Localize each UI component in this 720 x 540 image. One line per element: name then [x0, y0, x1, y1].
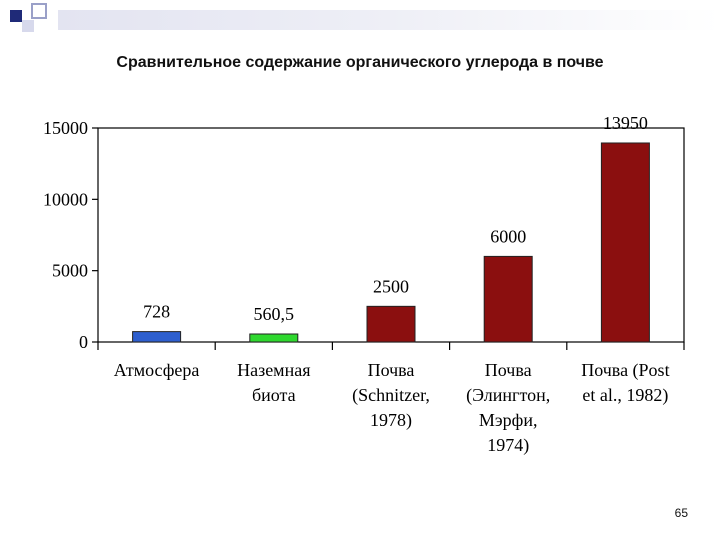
y-tick-label: 15000: [43, 118, 88, 138]
x-tick-label: Наземная: [237, 360, 310, 380]
x-tick-label: (Schnitzer,: [352, 385, 430, 406]
bar: [366, 305, 416, 343]
x-tick-label: (Элингтон,: [466, 385, 550, 406]
page-number: 65: [674, 506, 688, 520]
data-label: 13950: [603, 113, 648, 133]
x-tick-label: Почва: [485, 360, 532, 380]
deco-square-outline: [31, 3, 47, 19]
data-label: 6000: [490, 226, 526, 246]
x-tick-label: 1974): [487, 435, 529, 456]
x-tick-label: Почва (Post: [581, 360, 669, 381]
x-tick-label: биота: [252, 385, 296, 405]
deco-square-navy: [10, 10, 22, 22]
y-tick-label: 5000: [52, 261, 88, 281]
x-tick-label: et al., 1982): [582, 385, 668, 406]
slide-title: Сравнительное содержание органического у…: [116, 54, 604, 71]
y-tick-label: 0: [79, 332, 88, 352]
x-tick-label: 1978): [370, 410, 412, 431]
x-tick-label: Мэрфи,: [479, 410, 538, 430]
bar: [132, 331, 182, 343]
x-tick-label: Почва: [368, 360, 415, 380]
decorative-header-bar: [58, 10, 720, 30]
bar: [483, 255, 533, 343]
data-label: 728: [143, 302, 170, 322]
decorative-squares: [10, 3, 47, 32]
deco-square-light: [22, 20, 34, 32]
bar: [600, 142, 650, 343]
y-tick-label: 10000: [43, 189, 88, 209]
bar: [249, 333, 299, 343]
data-label: 560,5: [254, 304, 295, 324]
x-tick-label: Атмосфера: [114, 360, 200, 380]
data-label: 2500: [373, 276, 409, 296]
